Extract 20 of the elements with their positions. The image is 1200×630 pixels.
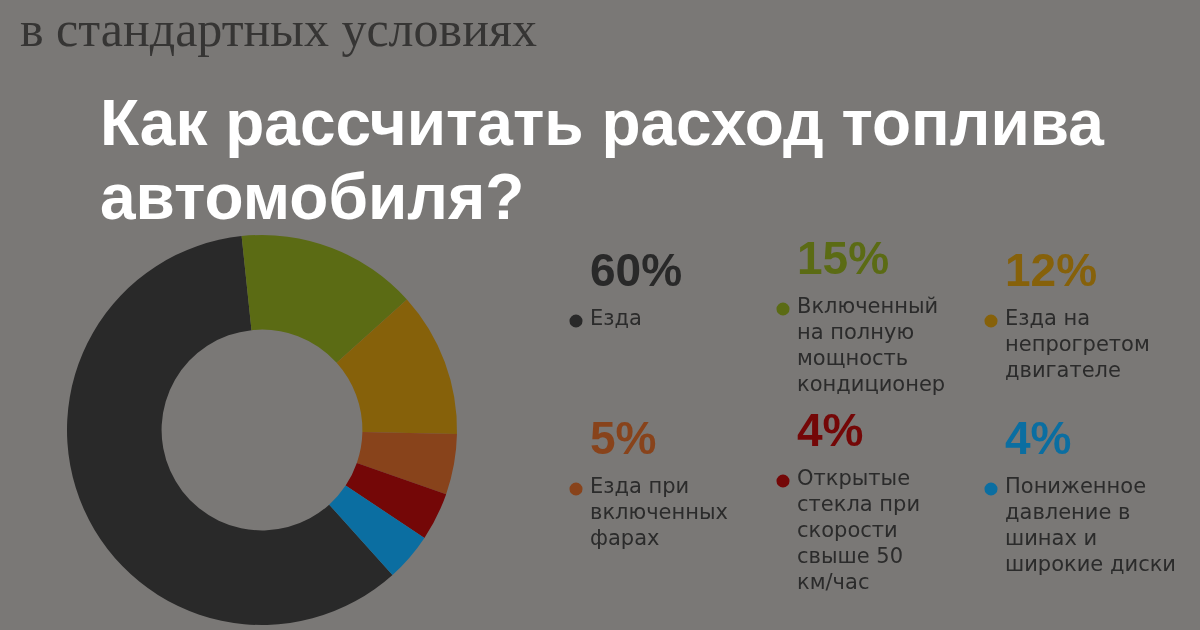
- donut-slice: [67, 236, 393, 625]
- legend-label: Включенный на полную мощность кондиционер: [797, 294, 946, 396]
- data-label: 15%: [797, 232, 890, 284]
- donut-slice: [345, 463, 447, 538]
- data-label: 4%: [1005, 412, 1072, 464]
- donut-slice: [356, 432, 457, 495]
- legend-label: Пониженное давление в шинах и широкие диски: [1005, 474, 1177, 576]
- donut-slice: [336, 299, 457, 435]
- legend-label: Езда: [590, 306, 642, 330]
- legend-label: Открытые стекла при скорости свыше 50 км/час: [797, 466, 921, 594]
- legend-label: Езда при включенных фарах: [590, 474, 728, 550]
- data-label: 5%: [590, 412, 657, 464]
- chart-title: Как рассчитать расход топлива автомобиля?: [100, 87, 1105, 233]
- donut-slice: [241, 235, 407, 363]
- chart-subtitle: в стандартных условиях: [20, 1, 537, 57]
- data-label: 12%: [1005, 244, 1098, 296]
- data-label: 60%: [590, 244, 683, 296]
- data-label: 4%: [797, 404, 864, 456]
- legend-label: Езда на непрогретом двигателе: [1005, 306, 1150, 382]
- donut-slice: [329, 485, 425, 575]
